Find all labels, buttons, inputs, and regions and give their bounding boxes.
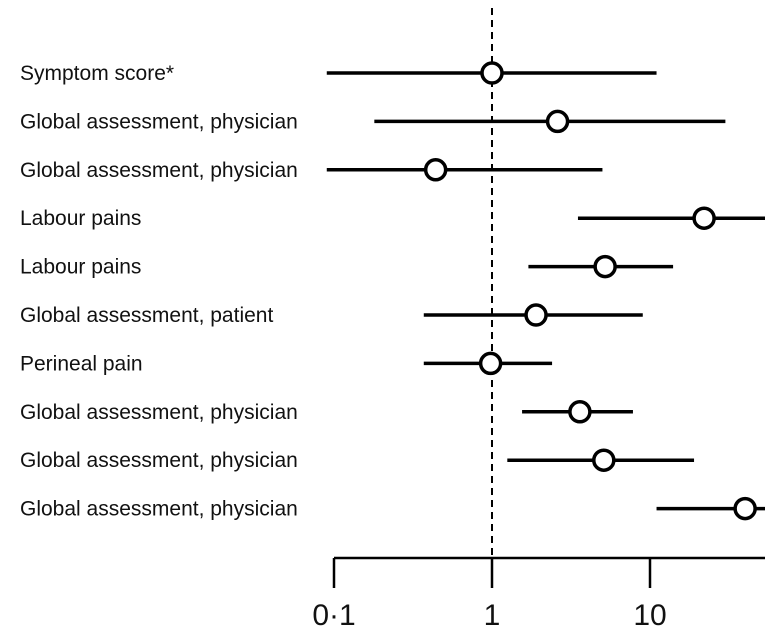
point-estimate-marker xyxy=(478,351,503,376)
x-tick-label: 0·1 xyxy=(312,599,355,632)
row-label: Global assessment, physician xyxy=(20,498,298,521)
forest-row: Global assessment, physician xyxy=(20,400,633,424)
x-tick-label: 1 xyxy=(484,599,501,632)
row-label: Global assessment, physician xyxy=(20,159,298,182)
forest-row: Global assessment, physician xyxy=(20,448,695,472)
forest-row: Labour pains xyxy=(20,206,765,230)
point-estimate-marker xyxy=(592,448,616,472)
row-label: Symptom score* xyxy=(20,62,174,85)
point-estimate-marker xyxy=(423,158,448,182)
row-label: Global assessment, physician xyxy=(20,401,298,424)
forest-row: Global assessment, patient xyxy=(20,303,643,327)
x-tick-label: 10 xyxy=(633,599,666,632)
row-label: Global assessment, physician xyxy=(20,449,298,472)
point-estimate-marker xyxy=(480,61,504,85)
forest-row: Global assessment, physician xyxy=(20,496,765,521)
row-label: Global assessment, patient xyxy=(20,304,273,327)
row-label: Labour pains xyxy=(20,207,141,230)
point-estimate-marker xyxy=(692,206,716,230)
forest-row: Labour pains xyxy=(20,254,674,279)
point-estimate-marker xyxy=(545,109,570,134)
row-label: Global assessment, physician xyxy=(20,110,298,133)
forest-row: Global assessment, physician xyxy=(20,158,603,182)
forest-row: Perineal pain xyxy=(20,351,553,376)
point-estimate-marker xyxy=(524,303,548,327)
forest-row: Symptom score* xyxy=(20,61,657,85)
point-estimate-marker xyxy=(568,400,592,424)
row-label: Perineal pain xyxy=(20,352,143,375)
forest-row: Global assessment, physician xyxy=(20,109,726,134)
point-estimate-marker xyxy=(593,254,617,279)
row-label: Labour pains xyxy=(20,256,141,279)
point-estimate-marker xyxy=(733,496,757,521)
